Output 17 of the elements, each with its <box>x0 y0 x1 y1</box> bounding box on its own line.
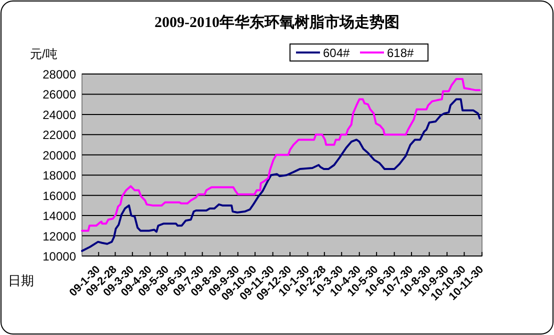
line-series <box>81 78 481 232</box>
y-tick-label: 28000 <box>42 68 76 82</box>
y-tick-label: 24000 <box>42 108 76 122</box>
legend-label: 618# <box>387 46 414 60</box>
legend-label: 604# <box>323 46 350 60</box>
x-axis-title: 日期 <box>8 273 34 288</box>
y-tick-label: 22000 <box>42 128 76 142</box>
y-tick-label: 16000 <box>42 188 76 203</box>
y-tick-label: 18000 <box>42 168 76 183</box>
y-tick-label: 26000 <box>42 88 76 102</box>
y-axis-title: 元/吨 <box>30 47 58 61</box>
y-tick-label: 14000 <box>42 209 76 224</box>
y-tick-label: 10000 <box>42 250 76 264</box>
line-series <box>81 98 481 252</box>
chart-title: 2009-2010年华东环氧树脂市场走势图 <box>154 13 400 31</box>
y-tick-label: 20000 <box>42 148 76 162</box>
y-tick-label: 12000 <box>42 229 76 244</box>
